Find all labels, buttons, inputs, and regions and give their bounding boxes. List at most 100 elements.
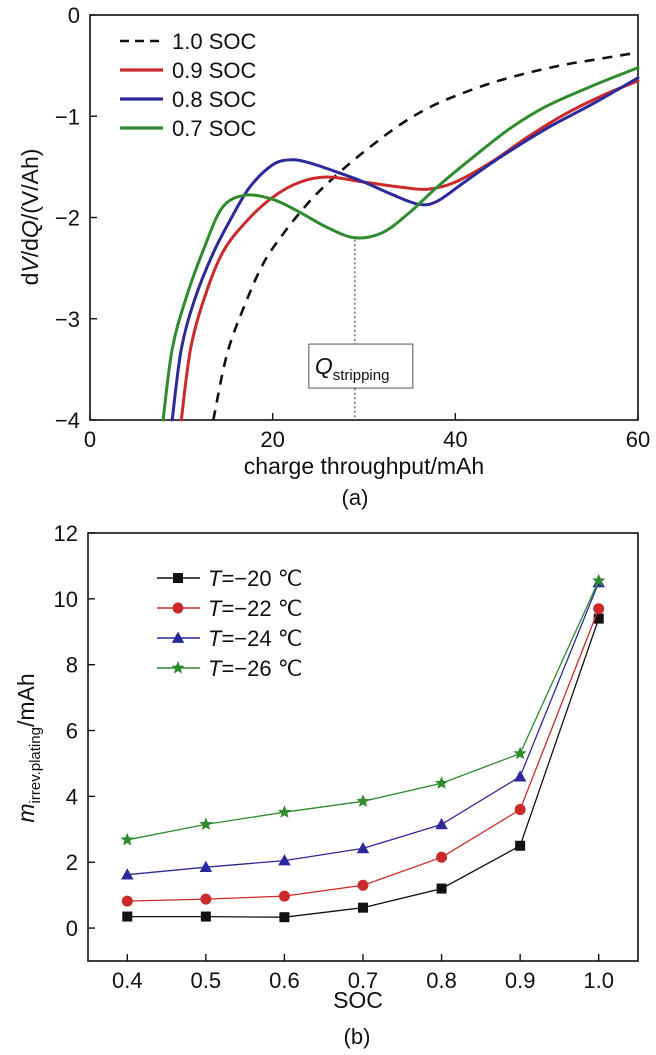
chart-a-y-label-part-3: /d	[17, 238, 43, 257]
legend-label-var: T	[208, 626, 223, 651]
chart-b-x-tick-label: 0.8	[426, 968, 457, 993]
data-point	[356, 841, 370, 854]
data-point	[199, 860, 213, 872]
legend-label: 0.7 SOC	[172, 116, 256, 141]
legend-label: 1.0 SOC	[172, 29, 256, 54]
q-stripping-annotation: Qstripping	[308, 343, 414, 389]
data-point	[279, 912, 290, 923]
data-point	[514, 804, 526, 816]
chart-a-y-tick-label: −3	[55, 307, 80, 332]
series-line-0-7-soc	[161, 66, 640, 422]
legend-label-value: =−24 ℃	[221, 626, 302, 651]
chart-b-y-label-unit: /mAh	[13, 673, 39, 727]
chart-a-y-tick-label: −4	[55, 408, 80, 433]
chart-a-legend: 1.0 SOC 0.9 SOC 0.8 SOC 0.7 SOC	[120, 29, 256, 141]
chart-b-series	[120, 573, 606, 923]
data-point	[515, 840, 526, 851]
data-point	[356, 794, 370, 807]
chart-b-x-tick-label: 0.5	[191, 968, 222, 993]
chart-a-y-tick-label: −2	[55, 206, 80, 231]
legend-label-var: T	[208, 566, 223, 591]
data-point	[121, 868, 134, 880]
data-point	[358, 902, 368, 913]
legend-label-var: T	[208, 596, 223, 621]
data-point	[592, 573, 606, 587]
data-point	[513, 770, 527, 782]
data-point	[200, 893, 212, 905]
chart-a-y-ticks: 0 −1 −2 −3 −4	[55, 3, 97, 433]
chart-b-y-tick-label: 6	[66, 719, 78, 744]
data-point	[357, 879, 369, 891]
chart-a-y-axis-label: dV/dQ/(V/Ah)	[17, 149, 43, 286]
legend-label-var: T	[208, 656, 223, 681]
chart-a-x-tick-label: 60	[626, 427, 650, 452]
data-point	[436, 883, 447, 894]
chart-a-x-tick-label: 0	[84, 427, 96, 452]
chart-a: 0 −1 −2 −3 −4 0 20 40 60 Qstripping 1.0 SOC 0.9 …	[17, 3, 650, 510]
chart-a-y-label-part-5: /(V/Ah)	[17, 149, 43, 221]
chart-a-x-axis-label: charge throughput/mAh	[244, 453, 484, 479]
legend-label: 0.9 SOC	[172, 58, 256, 83]
legend-label: T=−22 ℃	[208, 596, 302, 621]
data-point	[172, 602, 184, 614]
data-point	[200, 911, 211, 922]
data-point	[122, 911, 133, 922]
data-point	[171, 631, 185, 643]
series-line	[127, 618, 600, 918]
chart-a-series	[161, 51, 640, 422]
series-3	[121, 575, 605, 880]
data-point	[277, 805, 292, 818]
chart-b-x-tick-label: 0.7	[348, 968, 379, 993]
chart-b-y-tick-label: 10	[54, 587, 78, 612]
series-2	[121, 603, 605, 907]
chart-b-x-ticks: 0.4 0.5 0.6 0.7 0.8 0.9 1.0	[112, 954, 614, 993]
legend-label-value: =−20 ℃	[221, 566, 302, 591]
legend-label-value: =−26 ℃	[221, 656, 302, 681]
chart-a-x-tick-label: 20	[260, 427, 284, 452]
chart-b-caption: (b)	[344, 1024, 371, 1049]
legend-label-value: =−22 ℃	[221, 596, 302, 621]
data-point	[513, 746, 527, 760]
chart-b-y-label-var: m	[13, 803, 39, 822]
data-point	[278, 854, 291, 866]
series-line-1-0-soc	[212, 51, 639, 421]
data-point	[120, 832, 134, 846]
series-line-0-8-soc	[170, 76, 640, 422]
series-4	[120, 573, 606, 846]
data-point	[173, 573, 183, 583]
series-line	[127, 608, 600, 902]
chart-b-y-ticks: 0 2 4 6 8 10 12	[54, 521, 95, 941]
chart-b-x-axis-label: SOC	[333, 987, 383, 1013]
chart-b-y-axis-label: mirrev.plating/mAh	[13, 673, 44, 822]
legend-label: T=−24 ℃	[208, 626, 302, 651]
chart-b-x-tick-label: 0.6	[269, 968, 300, 993]
legend-label: T=−26 ℃	[208, 656, 302, 681]
chart-b-y-label-sub: irrev.plating	[27, 727, 44, 803]
chart-b-y-tick-label: 2	[66, 850, 78, 875]
chart-b-legend: T=−20 ℃T=−22 ℃T=−24 ℃T=−26 ℃	[157, 566, 302, 681]
chart-b-y-tick-label: 12	[54, 521, 78, 546]
q-stripping-label-sub: stripping	[333, 367, 390, 384]
data-point	[434, 776, 449, 789]
chart-a-y-tick-label: 0	[68, 3, 80, 28]
chart-a-x-tick-label: 40	[443, 427, 467, 452]
chart-b-y-tick-label: 8	[66, 653, 78, 678]
series-line	[127, 582, 600, 876]
data-point	[435, 817, 448, 830]
chart-a-y-label-part-4: Q	[17, 220, 43, 238]
chart-b-y-tick-label: 4	[66, 784, 78, 809]
data-point	[436, 851, 448, 863]
chart-b-x-tick-label: 0.9	[505, 968, 536, 993]
series-1	[122, 613, 604, 923]
chart-b-x-tick-label: 0.4	[112, 968, 143, 993]
data-point	[593, 603, 605, 615]
q-stripping-label: Qstripping	[315, 353, 390, 384]
legend-label: T=−20 ℃	[208, 566, 302, 591]
chart-a-y-label-part-1: d	[17, 273, 43, 286]
data-point	[171, 661, 185, 674]
q-stripping-label-box	[308, 343, 414, 389]
data-point	[121, 895, 133, 907]
chart-b-x-tick-label: 1.0	[583, 968, 614, 993]
